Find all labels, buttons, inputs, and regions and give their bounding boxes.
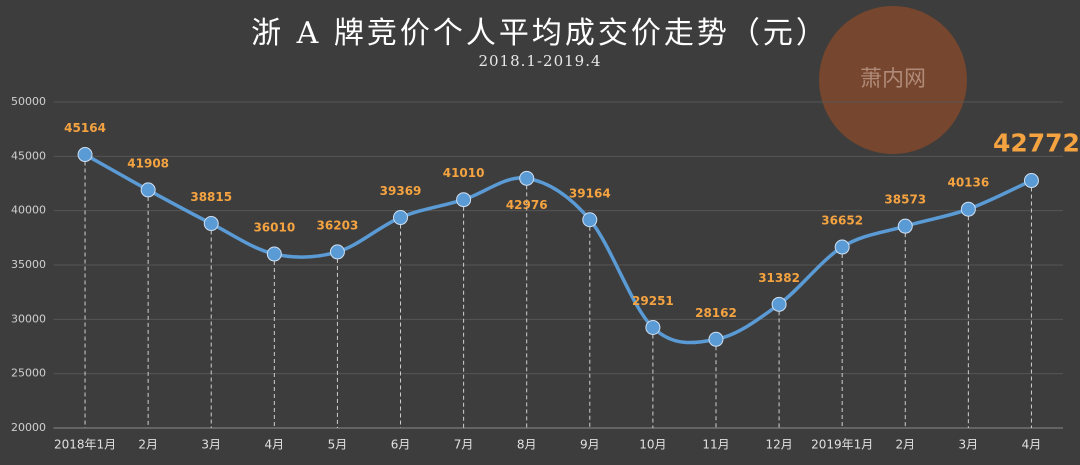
data-point (771, 296, 787, 312)
x-tick-label: 8月 (517, 438, 537, 452)
data-point (960, 201, 976, 217)
chart-subtitle: 2018.1-2019.4 (478, 52, 601, 70)
data-point (203, 216, 219, 232)
data-point (519, 170, 535, 186)
x-tick-label: 4月 (265, 438, 285, 452)
x-tick-label: 6月 (391, 438, 411, 452)
y-tick-label: 30000 (11, 312, 46, 325)
x-tick-label: 3月 (959, 438, 979, 452)
x-tick-label: 4月 (1022, 438, 1042, 452)
data-point (266, 246, 282, 262)
data-label: 41010 (443, 166, 485, 180)
y-tick-label: 40000 (11, 204, 46, 217)
x-tick-label: 10月 (639, 438, 666, 452)
data-label: 28162 (695, 306, 737, 320)
x-tick-label: 5月 (328, 438, 348, 452)
y-tick-label: 25000 (11, 367, 46, 380)
data-label: 42976 (506, 198, 548, 212)
x-tick-label: 2月 (895, 438, 915, 452)
data-label: 31382 (758, 271, 800, 285)
data-label: 29251 (632, 294, 674, 308)
y-tick-label: 50000 (11, 95, 46, 108)
data-line (84, 153, 1033, 345)
data-label: 36010 (253, 221, 295, 235)
data-point (897, 218, 913, 234)
data-point (834, 239, 850, 255)
data-point (645, 319, 661, 335)
x-tick-label: 3月 (201, 438, 221, 452)
data-label: 36652 (821, 214, 863, 228)
data-label: 42772 (993, 129, 1080, 158)
y-tick-label: 45000 (11, 149, 46, 162)
data-point (77, 147, 93, 163)
data-point (456, 192, 472, 208)
chart-title: 浙 A 牌竞价个人平均成交价走势（元） (251, 16, 829, 51)
x-tick-label: 2018年1月 (54, 438, 116, 452)
watermark: 萧内网 (860, 67, 926, 92)
data-label: 38815 (190, 190, 232, 204)
data-point (140, 182, 156, 198)
data-point (393, 210, 409, 226)
data-label: 38573 (884, 193, 926, 207)
watermark-circle (819, 6, 967, 154)
data-label: 40136 (947, 176, 989, 190)
data-label: 36203 (317, 218, 359, 232)
x-tick-label: 9月 (580, 438, 600, 452)
x-tick-label: 12月 (765, 438, 792, 452)
x-tick-label: 2月 (138, 438, 158, 452)
data-point (329, 244, 345, 260)
data-point (582, 212, 598, 228)
x-tick-label: 7月 (454, 438, 474, 452)
data-label: 39369 (380, 184, 422, 198)
y-tick-label: 35000 (11, 258, 46, 271)
x-tick-label: 2019年1月 (811, 438, 873, 452)
x-tick-label: 11月 (702, 438, 729, 452)
y-tick-label: 20000 (11, 421, 46, 434)
data-label: 45164 (64, 121, 106, 135)
data-point (1023, 173, 1039, 189)
data-label: 41908 (127, 156, 169, 170)
data-point (708, 331, 724, 347)
data-label: 39164 (569, 186, 611, 200)
